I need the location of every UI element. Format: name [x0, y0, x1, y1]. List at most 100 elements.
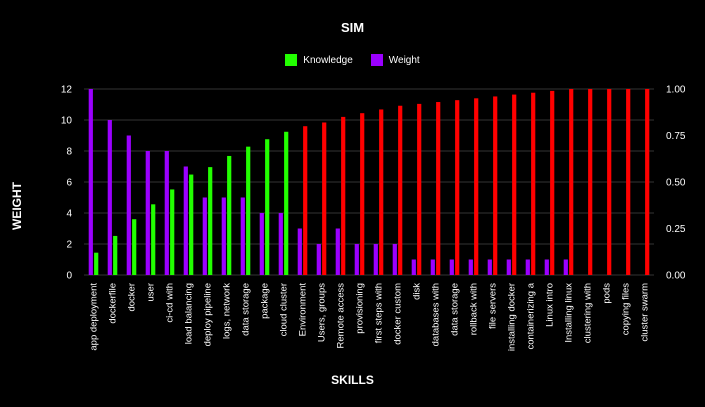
- bar-knowledge: [398, 105, 403, 276]
- x-tick-label: disk: [412, 283, 423, 300]
- bar-knowledge: [474, 98, 479, 275]
- bar-weight: [468, 259, 473, 275]
- bar-weight: [88, 89, 93, 275]
- chart-title: SIM: [340, 20, 365, 35]
- legend-label-knowledge: Knowledge: [303, 54, 353, 66]
- bar-knowledge: [607, 89, 612, 275]
- x-tick-label: app deployment: [89, 283, 100, 351]
- x-tick-label: installing docker: [507, 283, 518, 351]
- x-tick-label: data storage: [450, 283, 461, 336]
- y-tick-label-right: 1.00: [666, 85, 686, 96]
- bar-weight: [430, 259, 435, 275]
- y-axis-label: WEIGHT: [10, 182, 24, 230]
- x-tick-label: data storage: [241, 283, 252, 336]
- bar-knowledge: [113, 235, 118, 275]
- y-tick-label-left: 4: [66, 209, 72, 220]
- bar-weight: [126, 135, 131, 275]
- bar-weight: [563, 259, 568, 275]
- bar-weight: [487, 259, 492, 275]
- bar-knowledge: [550, 90, 555, 275]
- x-tick-label: Installing linux: [564, 283, 575, 343]
- x-tick-label: logs, network: [222, 283, 233, 339]
- bar-knowledge: [531, 92, 536, 275]
- y-tick-label-right: 0.50: [666, 178, 686, 189]
- bar-knowledge: [208, 167, 213, 275]
- x-tick-label: Linux intro: [545, 283, 556, 327]
- bar-knowledge: [246, 146, 251, 275]
- y-tick-label-right: 0.25: [666, 224, 686, 235]
- bar-weight: [240, 197, 245, 275]
- bar-weight: [335, 228, 340, 275]
- y-tick-label-left: 12: [61, 85, 73, 96]
- bar-weight: [544, 259, 549, 275]
- bar-knowledge: [265, 139, 270, 275]
- bar-knowledge: [189, 174, 194, 275]
- x-tick-label: Environment: [298, 283, 309, 337]
- bar-knowledge: [588, 89, 593, 275]
- x-tick-label: Users, groups: [317, 283, 328, 342]
- x-tick-label: load balancing: [184, 283, 195, 344]
- bar-knowledge: [379, 109, 384, 276]
- x-axis-label: SKILLS: [331, 373, 374, 387]
- x-tick-label: docker: [127, 283, 138, 312]
- bar-knowledge: [322, 122, 327, 275]
- bar-knowledge: [303, 126, 308, 275]
- x-tick-label: dockerfile: [108, 283, 119, 324]
- y-tick-label-left: 8: [66, 147, 72, 158]
- x-tick-label: docker custom: [393, 283, 404, 345]
- bar-knowledge: [436, 102, 441, 276]
- bar-knowledge: [151, 204, 156, 275]
- x-tick-label: databases with: [431, 283, 442, 346]
- x-tick-label: cluster swarm: [640, 283, 651, 342]
- legend-item-weight: Weight: [370, 54, 420, 66]
- x-tick-label: cloud cluster: [279, 283, 290, 336]
- y-tick-label-left: 2: [66, 240, 72, 251]
- x-tick-label: ci-cd with: [165, 283, 176, 323]
- x-tick-label: deploy pipeline: [203, 283, 214, 346]
- bar-knowledge: [94, 252, 99, 275]
- bar-weight: [183, 166, 188, 275]
- bar-weight: [202, 197, 207, 275]
- bar-weight: [107, 120, 112, 275]
- x-tick-label: containerizing a: [526, 282, 537, 349]
- x-tick-label: clustering with: [583, 283, 594, 343]
- bar-weight: [411, 259, 416, 275]
- y-tick-label-left: 6: [66, 178, 72, 189]
- x-tick-label: first steps with: [374, 283, 385, 343]
- legend-swatch-knowledge: [285, 54, 298, 66]
- bar-knowledge: [569, 89, 574, 275]
- bar-weight: [525, 259, 530, 275]
- bar-weight: [297, 228, 302, 275]
- bar-weight: [278, 213, 283, 275]
- x-tick-label: pods: [602, 283, 613, 304]
- bar-knowledge: [341, 116, 346, 276]
- x-tick-label: package: [260, 283, 271, 319]
- x-tick-label: user: [146, 283, 157, 301]
- y-tick-label-right: 0.75: [666, 131, 686, 142]
- bar-weight: [449, 259, 454, 275]
- x-tick-label: rollback with: [469, 283, 480, 335]
- bar-weight: [164, 151, 169, 275]
- bar-knowledge: [493, 96, 498, 275]
- bar-weight: [316, 244, 321, 275]
- bar-knowledge: [455, 100, 460, 275]
- x-tick-label: copying files: [621, 283, 632, 336]
- bar-knowledge: [417, 103, 422, 275]
- bar-knowledge: [512, 94, 517, 275]
- bar-knowledge: [284, 131, 289, 275]
- x-tick-label: file servers: [488, 283, 499, 329]
- y-tick-label-left: 10: [61, 116, 73, 127]
- legend: Knowledge Weight: [0, 54, 705, 66]
- bar-knowledge: [132, 219, 137, 275]
- bar-weight: [373, 244, 378, 275]
- x-tick-label: Remote access: [336, 283, 347, 349]
- legend-label-weight: Weight: [388, 54, 420, 66]
- legend-swatch-weight: [370, 54, 383, 66]
- y-tick-label-right: 0.00: [666, 271, 686, 282]
- bar-weight: [259, 213, 264, 275]
- bar-weight: [145, 151, 150, 275]
- bar-weight: [354, 244, 359, 275]
- bar-weight: [392, 244, 397, 275]
- bar-knowledge: [170, 189, 175, 275]
